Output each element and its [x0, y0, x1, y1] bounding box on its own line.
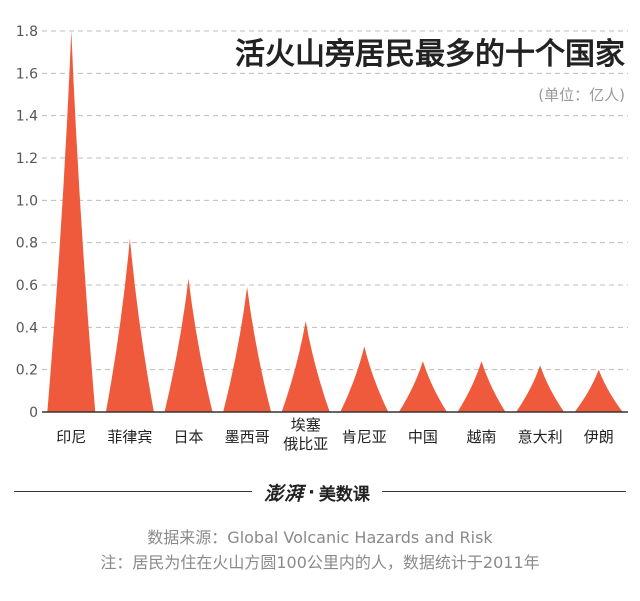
category-label: 肯尼亚 — [342, 428, 387, 446]
category-label: 伊朗 — [584, 428, 614, 446]
category-label: 埃塞俄比亚 — [283, 416, 328, 453]
grid-lines — [42, 30, 628, 371]
bar — [105, 238, 154, 412]
bar — [164, 278, 213, 412]
footer-divider-right — [382, 491, 626, 492]
category-label: 中国 — [408, 428, 438, 446]
category-label: 印尼 — [56, 428, 86, 446]
bar — [457, 361, 506, 412]
chart-title: 活火山旁居民最多的十个国家 — [235, 37, 625, 72]
category-label: 意大利 — [518, 428, 563, 446]
y-axis-ticks: 0 0.2 0.4 0.6 0.8 1.0 1.2 1.4 1.6 1.8 — [16, 24, 38, 421]
y-tick-label: 0 — [29, 405, 38, 421]
bar — [574, 369, 623, 412]
chart: 0 0.2 0.4 0.6 0.8 1.0 1.2 1.4 1.6 1.8 印尼 菲律宾 日本 墨西哥埃… — [16, 24, 628, 453]
footer-divider-left — [14, 491, 252, 492]
brand-logo: 澎湃 · 美数课 — [256, 477, 378, 507]
category-label: 菲律宾 — [107, 428, 152, 446]
bars — [47, 31, 623, 412]
data-source: 数据来源：Global Volcanic Hazards and Risk — [147, 528, 493, 547]
category-label: 日本 — [173, 428, 203, 446]
logo-column-text: 美数课 — [318, 484, 370, 505]
y-tick-label: 0.2 — [16, 363, 38, 379]
data-note: 注：居民为住在火山方圆100公里内的人，数据统计于2011年 — [100, 553, 540, 572]
y-tick-label: 1.0 — [16, 193, 38, 209]
y-tick-label: 0.8 — [16, 236, 38, 252]
y-tick-label: 1.6 — [16, 66, 38, 82]
bar — [340, 346, 389, 412]
y-tick-label: 0.6 — [16, 278, 38, 294]
category-label: 越南 — [466, 428, 496, 446]
category-label: 墨西哥 — [225, 428, 270, 446]
y-tick-label: 1.2 — [16, 151, 38, 167]
logo-dot: · — [308, 481, 315, 503]
y-tick-label: 0.4 — [16, 320, 38, 336]
bar — [281, 320, 330, 412]
bar — [398, 361, 447, 412]
bar — [223, 287, 272, 412]
y-tick-label: 1.4 — [16, 109, 38, 125]
bar — [47, 31, 96, 412]
unit-label: (单位：亿人) — [538, 86, 625, 104]
bar — [516, 365, 565, 412]
y-tick-label: 1.8 — [16, 24, 38, 40]
logo-brand-text: 澎湃 — [264, 482, 305, 505]
